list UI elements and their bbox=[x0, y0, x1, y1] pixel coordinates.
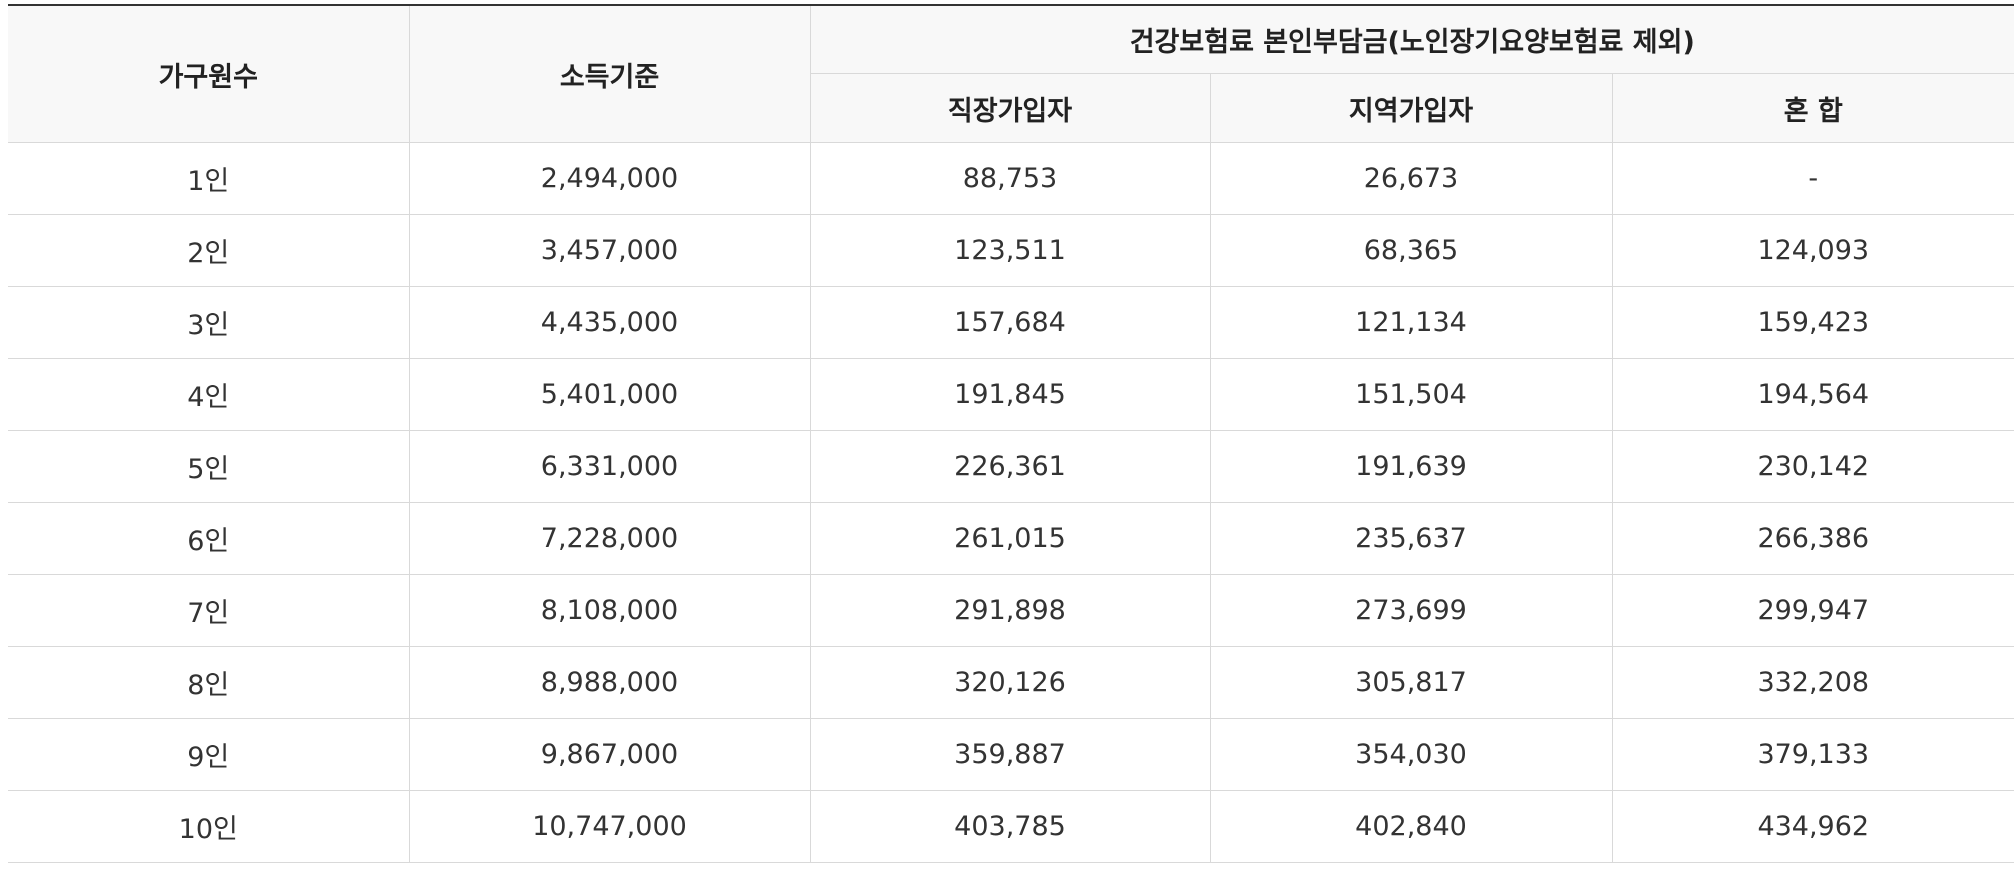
table-row: 10인 10,747,000 403,785 402,840 434,962 bbox=[8, 790, 2015, 863]
table-row: 9인 9,867,000 359,887 354,030 379,133 bbox=[8, 718, 2015, 791]
cell-mixed-premium: 124,093 bbox=[1611, 214, 2015, 287]
cell-household-count: 8인 bbox=[8, 646, 410, 719]
cell-workplace-premium: 320,126 bbox=[809, 646, 1211, 719]
table-row: 6인 7,228,000 261,015 235,637 266,386 bbox=[8, 502, 2015, 575]
cell-mixed-premium: 194,564 bbox=[1611, 358, 2015, 431]
header-regional-subscriber: 지역가입자 bbox=[1209, 73, 1613, 143]
table-row: 4인 5,401,000 191,845 151,504 194,564 bbox=[8, 358, 2015, 431]
cell-workplace-premium: 226,361 bbox=[809, 430, 1211, 503]
cell-mixed-premium: 159,423 bbox=[1611, 286, 2015, 359]
table-row: 2인 3,457,000 123,511 68,365 124,093 bbox=[8, 214, 2015, 287]
header-premium-group: 건강보험료 본인부담금(노인장기요양보험료 제외) bbox=[809, 4, 2015, 74]
cell-regional-premium: 235,637 bbox=[1209, 502, 1613, 575]
cell-income-standard: 5,401,000 bbox=[408, 358, 811, 431]
cell-household-count: 9인 bbox=[8, 718, 410, 791]
cell-mixed-premium: 379,133 bbox=[1611, 718, 2015, 791]
cell-income-standard: 9,867,000 bbox=[408, 718, 811, 791]
cell-income-standard: 8,108,000 bbox=[408, 574, 811, 647]
header-income-standard: 소득기준 bbox=[408, 4, 811, 143]
cell-household-count: 3인 bbox=[8, 286, 410, 359]
cell-income-standard: 7,228,000 bbox=[408, 502, 811, 575]
cell-household-count: 6인 bbox=[8, 502, 410, 575]
cell-workplace-premium: 123,511 bbox=[809, 214, 1211, 287]
header-workplace-subscriber: 직장가입자 bbox=[810, 73, 1211, 143]
cell-workplace-premium: 403,785 bbox=[809, 790, 1211, 863]
cell-regional-premium: 191,639 bbox=[1209, 430, 1613, 503]
cell-income-standard: 10,747,000 bbox=[408, 790, 811, 863]
cell-workplace-premium: 157,684 bbox=[809, 286, 1211, 359]
cell-mixed-premium: 434,962 bbox=[1611, 790, 2015, 863]
cell-regional-premium: 273,699 bbox=[1209, 574, 1613, 647]
cell-workplace-premium: 261,015 bbox=[809, 502, 1211, 575]
header-mixed: 혼 합 bbox=[1611, 73, 2015, 143]
cell-regional-premium: 354,030 bbox=[1209, 718, 1613, 791]
cell-regional-premium: 26,673 bbox=[1209, 142, 1613, 215]
cell-mixed-premium: 299,947 bbox=[1611, 574, 2015, 647]
cell-household-count: 1인 bbox=[8, 142, 410, 215]
cell-income-standard: 6,331,000 bbox=[408, 430, 811, 503]
cell-regional-premium: 151,504 bbox=[1209, 358, 1613, 431]
cell-income-standard: 4,435,000 bbox=[408, 286, 811, 359]
cell-household-count: 5인 bbox=[8, 430, 410, 503]
cell-regional-premium: 121,134 bbox=[1209, 286, 1613, 359]
cell-household-count: 4인 bbox=[8, 358, 410, 431]
table-body: 1인 2,494,000 88,753 26,673-2인 3,457,000 123,5… bbox=[8, 142, 2015, 863]
cell-household-count: 2인 bbox=[8, 214, 410, 287]
cell-regional-premium: 68,365 bbox=[1209, 214, 1613, 287]
cell-income-standard: 2,494,000 bbox=[408, 142, 811, 215]
cell-mixed-premium: 266,386 bbox=[1611, 502, 2015, 575]
income-premium-table: 가구원수 소득기준 건강보험료 본인부담금(노인장기요양보험료 제외) 직장가입… bbox=[8, 4, 2015, 863]
cell-household-count: 7인 bbox=[8, 574, 410, 647]
cell-workplace-premium: 191,845 bbox=[809, 358, 1211, 431]
table-row: 8인 8,988,000 320,126 305,817 332,208 bbox=[8, 646, 2015, 719]
table-row: 3인 4,435,000 157,684 121,134 159,423 bbox=[8, 286, 2015, 359]
cell-workplace-premium: 291,898 bbox=[809, 574, 1211, 647]
income-premium-table-container: 가구원수 소득기준 건강보험료 본인부담금(노인장기요양보험료 제외) 직장가입… bbox=[8, 4, 2015, 863]
cell-regional-premium: 402,840 bbox=[1209, 790, 1613, 863]
cell-mixed-premium: 230,142 bbox=[1611, 430, 2015, 503]
table-row: 1인 2,494,000 88,753 26,673- bbox=[8, 142, 2015, 215]
cell-workplace-premium: 359,887 bbox=[809, 718, 1211, 791]
cell-household-count: 10인 bbox=[8, 790, 410, 863]
table-header: 가구원수 소득기준 건강보험료 본인부담금(노인장기요양보험료 제외) 직장가입… bbox=[8, 4, 2015, 143]
table-row: 5인 6,331,000 226,361 191,639 230,142 bbox=[8, 430, 2015, 503]
cell-regional-premium: 305,817 bbox=[1209, 646, 1613, 719]
cell-mixed-premium: 332,208 bbox=[1611, 646, 2015, 719]
cell-mixed-premium: - bbox=[1611, 142, 2015, 215]
cell-income-standard: 8,988,000 bbox=[408, 646, 811, 719]
header-household-count: 가구원수 bbox=[8, 4, 410, 143]
cell-income-standard: 3,457,000 bbox=[408, 214, 811, 287]
table-row: 7인 8,108,000 291,898 273,699 299,947 bbox=[8, 574, 2015, 647]
cell-workplace-premium: 88,753 bbox=[809, 142, 1211, 215]
